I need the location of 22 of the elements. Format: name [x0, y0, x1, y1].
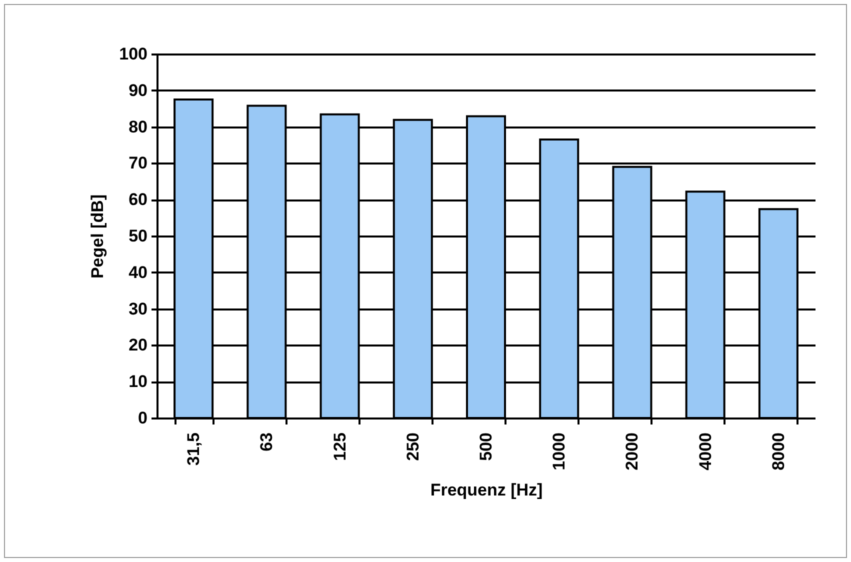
y-tick-label: 40 [128, 262, 148, 282]
x-tick-label: 1000 [550, 432, 569, 470]
y-tick-label: 60 [128, 190, 148, 210]
y-tick-label: 10 [128, 372, 148, 392]
x-tick-label: 2000 [622, 432, 642, 470]
y-tick-label: 100 [119, 44, 148, 64]
x-tick-label: 63 [257, 432, 276, 452]
y-tick-label: 70 [128, 154, 148, 173]
x-axis-title: Frequenz [Hz] [430, 480, 543, 500]
y-tick-label: 30 [128, 299, 148, 318]
x-tick-label: 4000 [696, 432, 715, 470]
x-tick-label: 125 [330, 432, 350, 461]
y-tick-label: 90 [128, 80, 148, 100]
y-tick-label: 20 [128, 336, 148, 355]
y-axis-title: Pegel [dB] [88, 194, 108, 279]
x-tick-label: 250 [403, 432, 422, 461]
y-tick-label: 80 [128, 117, 148, 136]
x-tick-label: 31,5 [184, 432, 204, 466]
x-tick-label: 500 [476, 432, 496, 461]
y-tick-label: 50 [128, 226, 148, 246]
x-tick-label: 8000 [768, 432, 788, 470]
y-tick-label: 0 [138, 408, 148, 428]
